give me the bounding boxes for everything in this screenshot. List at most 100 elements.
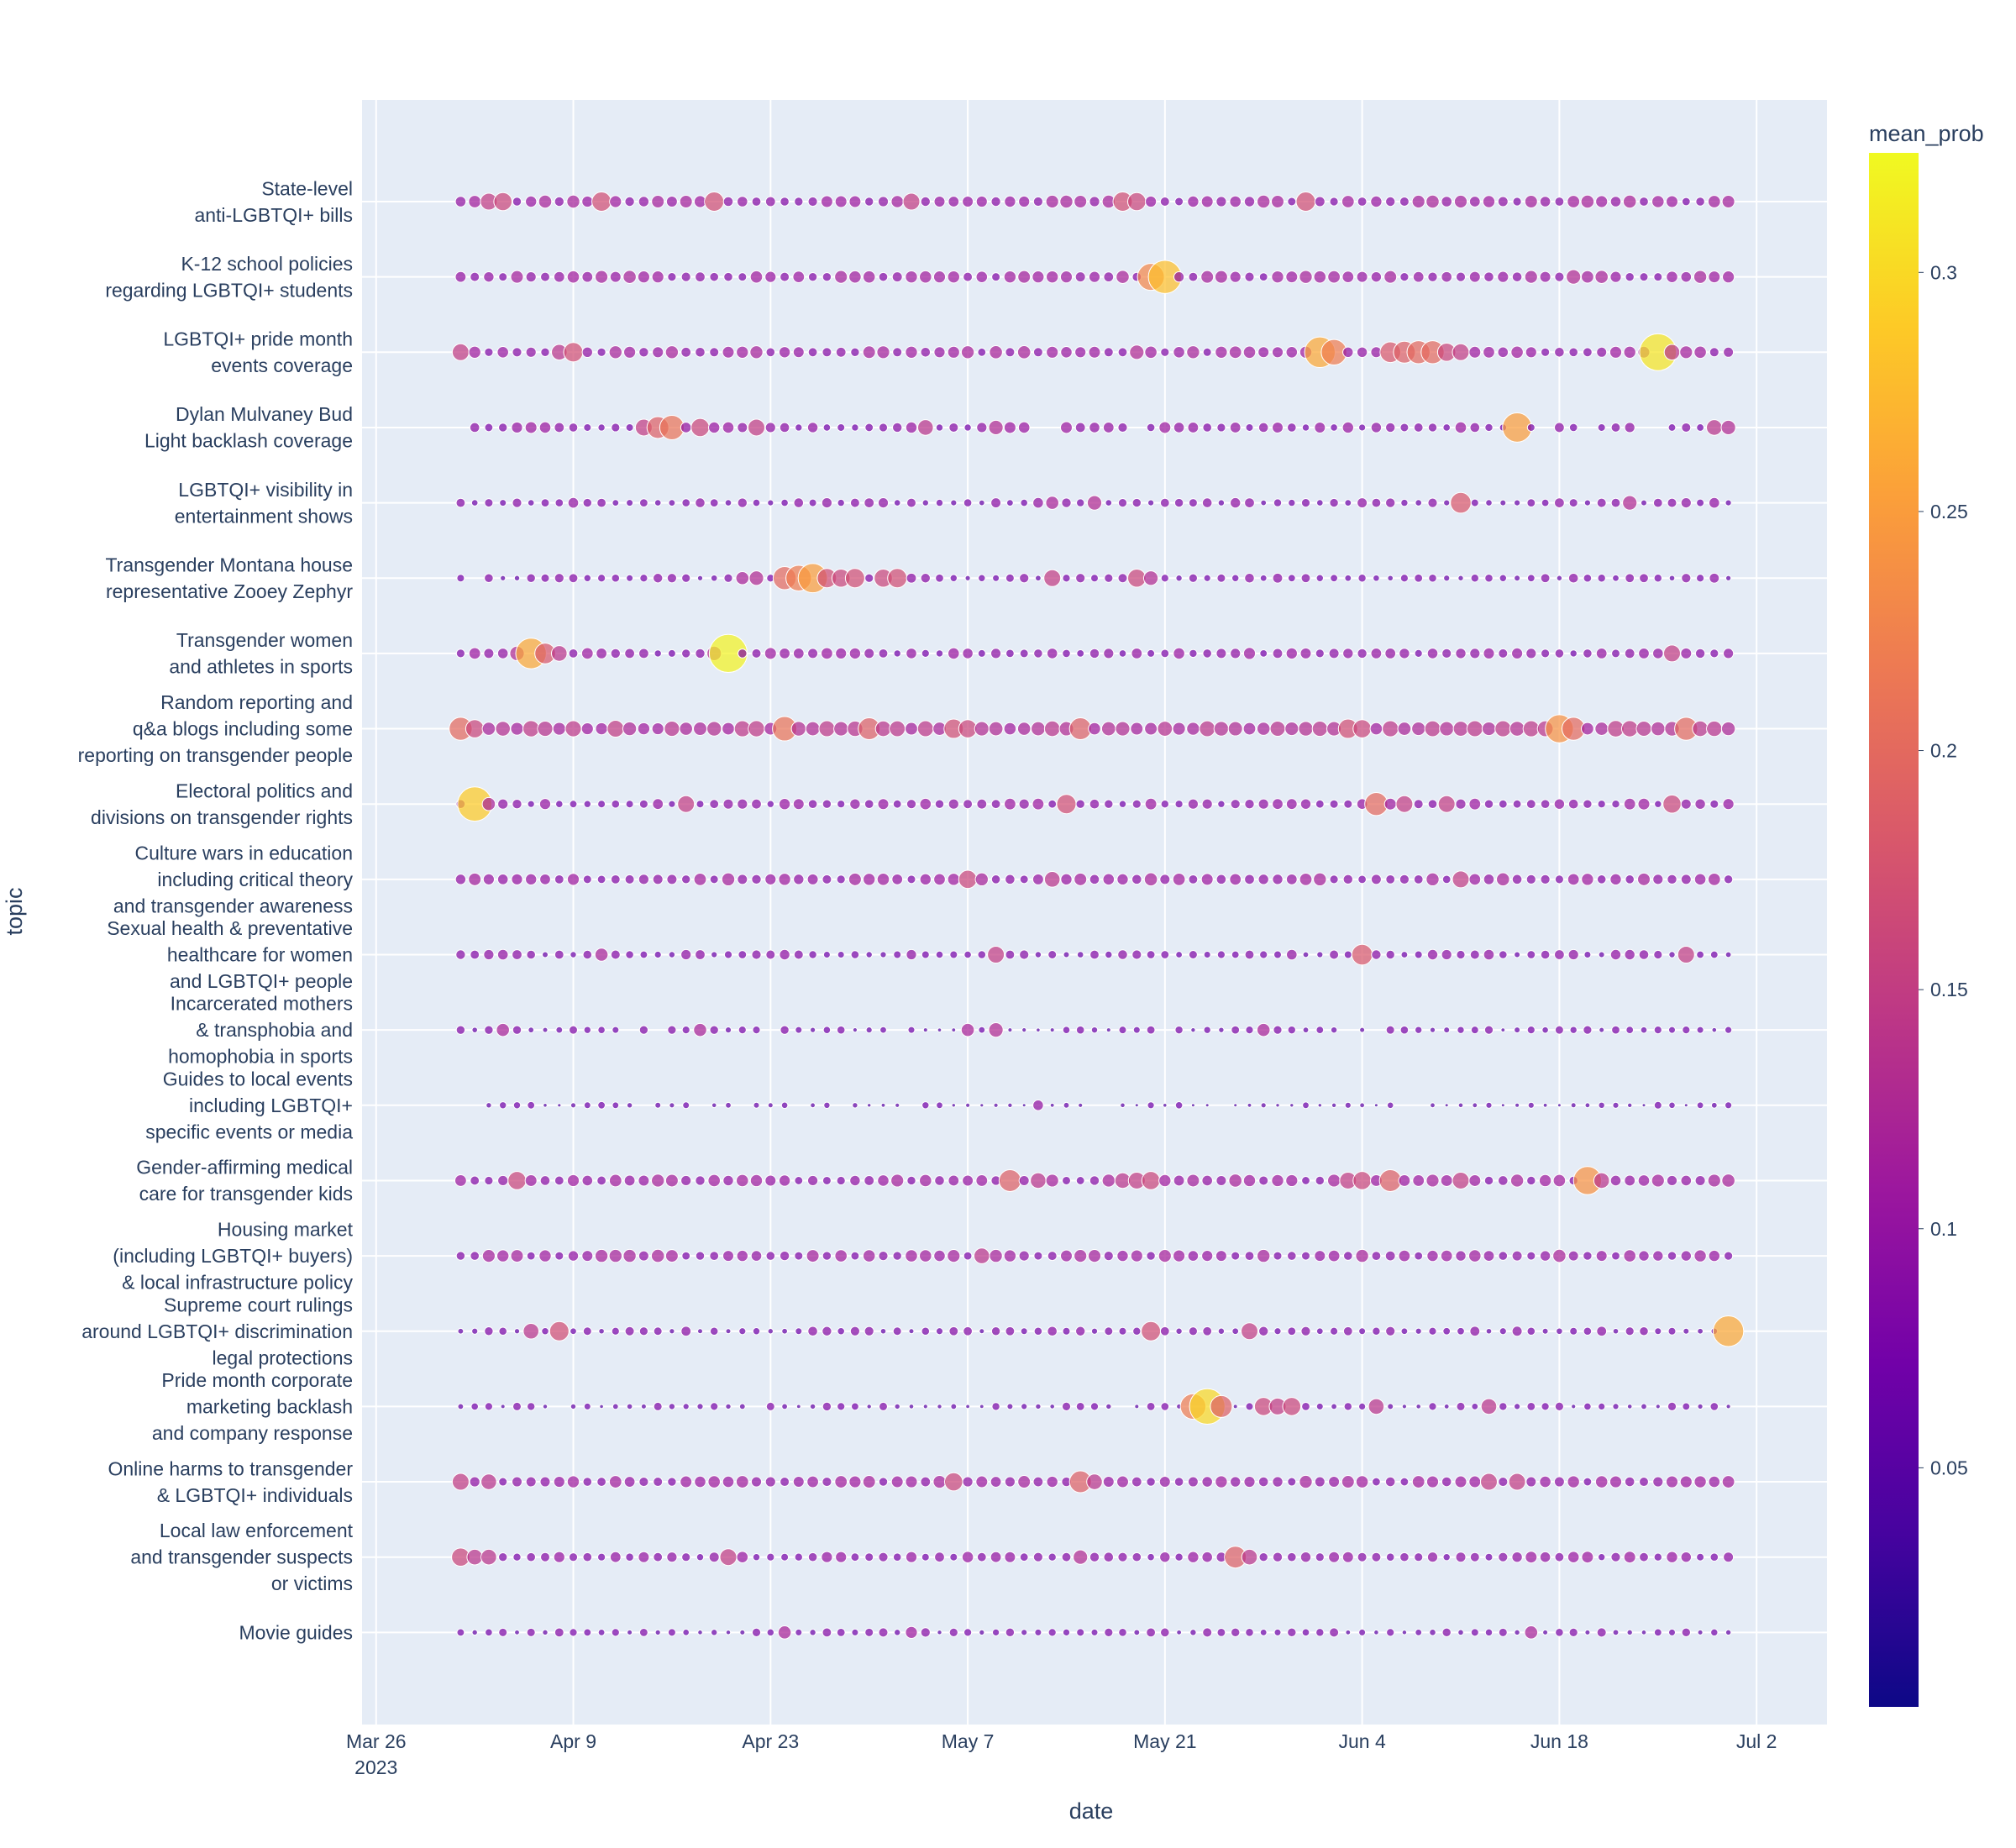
topic-marker <box>1641 499 1647 507</box>
topic-marker <box>933 1249 946 1263</box>
topic-marker <box>949 950 958 959</box>
topic-marker <box>1524 1625 1539 1640</box>
topic-marker <box>1105 499 1113 507</box>
topic-marker <box>1146 950 1156 959</box>
topic-marker <box>932 270 947 284</box>
topic-marker <box>1035 575 1042 582</box>
topic-marker <box>1514 1629 1520 1636</box>
topic-marker <box>668 499 676 507</box>
topic-marker <box>1595 195 1609 208</box>
topic-marker <box>937 1027 942 1032</box>
topic-marker <box>1511 1326 1523 1337</box>
topic-marker <box>680 346 692 358</box>
x-tick-label: May 7 <box>942 1730 995 1752</box>
topic-marker <box>1441 1627 1452 1638</box>
topic-marker <box>821 647 833 660</box>
topic-marker <box>1158 1249 1172 1263</box>
topic-marker <box>1145 195 1158 208</box>
topic-marker <box>483 270 495 283</box>
topic-marker <box>1299 872 1313 886</box>
topic-marker <box>738 950 748 959</box>
topic-marker <box>1639 272 1649 282</box>
topic-marker <box>1117 949 1128 960</box>
topic-marker <box>1413 423 1424 433</box>
topic-marker <box>654 1101 662 1109</box>
topic-marker <box>1088 722 1101 736</box>
topic-marker <box>1187 1476 1199 1488</box>
topic-marker <box>1622 495 1638 511</box>
x-tick-label: Apr 23 <box>742 1730 799 1752</box>
topic-marker <box>892 422 903 433</box>
topic-marker <box>1074 872 1088 886</box>
topic-marker <box>468 872 482 886</box>
topic-marker <box>1596 1326 1608 1337</box>
topic-marker <box>610 648 621 659</box>
topic-marker <box>1061 1551 1072 1562</box>
topic-marker <box>1258 1326 1269 1336</box>
topic-marker <box>1720 419 1736 436</box>
topic-marker <box>581 270 594 283</box>
topic-marker <box>1623 1551 1636 1564</box>
topic-marker <box>1243 1475 1256 1488</box>
topic-marker <box>554 1627 564 1638</box>
topic-marker <box>724 1026 732 1034</box>
topic-marker <box>993 1102 999 1108</box>
topic-marker <box>849 1326 861 1336</box>
topic-marker <box>1329 197 1339 207</box>
topic-marker <box>1413 799 1424 810</box>
topic-marker <box>1568 347 1578 358</box>
topic-marker <box>1499 574 1508 582</box>
topic-marker <box>1526 1251 1536 1261</box>
topic-marker <box>609 195 622 208</box>
topic-marker <box>722 798 734 810</box>
topic-marker <box>780 271 790 282</box>
topic-marker <box>1494 720 1512 738</box>
topic-marker <box>1345 1629 1352 1635</box>
topic-marker <box>1710 1628 1719 1637</box>
topic-marker <box>1146 1025 1156 1035</box>
topic-marker <box>539 1175 551 1186</box>
topic-marker <box>1723 874 1734 885</box>
topic-marker <box>1527 1101 1535 1109</box>
topic-marker <box>540 271 550 282</box>
topic-marker <box>1358 1327 1367 1336</box>
topic-marker <box>1295 192 1316 212</box>
topic-marker <box>1725 499 1732 507</box>
topic-marker <box>864 497 875 508</box>
topic-marker <box>1653 1026 1662 1035</box>
topic-marker <box>1241 1548 1258 1566</box>
topic-marker <box>1399 1551 1410 1562</box>
topic-marker <box>480 1473 497 1490</box>
topic-marker <box>906 497 916 508</box>
topic-marker <box>707 1173 722 1188</box>
topic-marker <box>1720 721 1736 737</box>
topic-marker <box>1046 270 1059 284</box>
topic-marker <box>974 872 990 887</box>
topic-marker <box>822 1476 832 1488</box>
topic-marker <box>1032 1476 1044 1488</box>
topic-marker <box>1682 1402 1691 1411</box>
topic-marker <box>1441 270 1452 283</box>
topic-marker <box>1232 1404 1238 1410</box>
topic-marker <box>892 347 903 358</box>
colorbar-ticks: 0.050.10.150.20.250.3 <box>1919 261 1968 1478</box>
topic-marker <box>522 720 540 738</box>
topic-marker <box>582 1551 593 1562</box>
topic-marker <box>512 1552 522 1562</box>
topic-marker <box>851 423 859 432</box>
topic-marker <box>748 418 765 437</box>
y-tick-label: Local law enforcement <box>160 1520 354 1541</box>
topic-marker <box>919 1173 932 1188</box>
topic-marker <box>510 1249 524 1263</box>
topic-marker <box>906 799 917 810</box>
topic-marker <box>525 271 537 283</box>
topic-marker <box>608 1173 622 1188</box>
topic-marker <box>1316 499 1324 507</box>
topic-marker <box>1697 1327 1704 1335</box>
topic-marker <box>1667 497 1677 508</box>
topic-marker <box>1020 498 1028 507</box>
topic-marker <box>709 498 719 507</box>
topic-marker <box>1666 1174 1678 1187</box>
topic-marker <box>1062 648 1071 659</box>
topic-marker <box>1199 720 1216 738</box>
